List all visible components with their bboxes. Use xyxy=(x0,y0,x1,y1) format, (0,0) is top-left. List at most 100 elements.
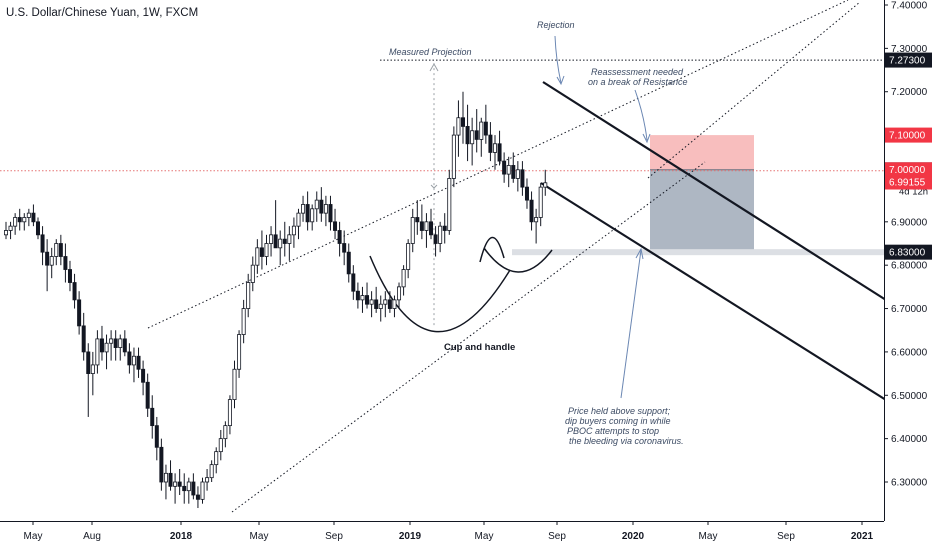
candle-body xyxy=(241,308,246,335)
candle-body xyxy=(287,234,292,244)
axis-corner xyxy=(885,522,932,550)
price-tag-last-close-bg xyxy=(885,174,932,190)
candle-body xyxy=(67,269,72,283)
channel-upper-dotted xyxy=(147,0,849,329)
candle-body xyxy=(419,221,424,231)
candle-body xyxy=(127,351,132,366)
x-tick-label: 2019 xyxy=(399,531,422,542)
candle-body xyxy=(378,303,383,309)
candle-body xyxy=(8,225,13,231)
annotation-support-3: PBOC attempts to stop xyxy=(567,426,659,436)
measured-projection-arrow xyxy=(429,62,439,72)
x-tick-label: May xyxy=(24,531,43,542)
candle-body xyxy=(145,381,150,409)
candle-body xyxy=(200,481,205,500)
price-tag-round: 7.00000 xyxy=(889,165,926,176)
candle-body xyxy=(538,186,543,218)
candle-body xyxy=(524,186,529,201)
annotation-support-4: the bleeding via coronavirus. xyxy=(569,436,684,446)
candle-body xyxy=(406,243,411,270)
price-tag-last-close: 6.99155 xyxy=(889,178,926,189)
candle-body xyxy=(54,243,59,257)
candle-body xyxy=(305,204,310,223)
candle-body xyxy=(424,221,429,231)
price-tag-stop: 7.10000 xyxy=(889,131,926,142)
rejection-arrowhead xyxy=(556,75,565,86)
y-tick-label: 6.90000 xyxy=(891,217,928,228)
candle-body xyxy=(323,204,328,214)
candle-body xyxy=(296,212,301,227)
candle-body xyxy=(31,212,36,223)
candle-body xyxy=(4,230,9,236)
candle-body xyxy=(49,256,54,266)
candle-body xyxy=(488,134,493,153)
candle-body xyxy=(365,295,370,305)
candle-body xyxy=(397,286,402,301)
candle-body xyxy=(191,481,196,496)
candle-body xyxy=(301,204,306,214)
candle-body xyxy=(214,451,219,466)
candle-body xyxy=(492,143,497,153)
x-tick-label: 2021 xyxy=(851,531,874,542)
candle-body xyxy=(529,199,534,223)
candle-body xyxy=(282,238,287,244)
candle-body xyxy=(319,199,324,214)
candle-body xyxy=(520,169,525,188)
y-tick-label: 7.20000 xyxy=(891,87,928,98)
x-tick-label: May xyxy=(475,531,494,542)
candle-body xyxy=(415,217,420,223)
candle-body xyxy=(383,299,388,305)
price-tag-support: 6.83000 xyxy=(889,248,926,259)
x-tick-label: Sep xyxy=(777,531,795,542)
candle-body xyxy=(429,221,434,236)
candle-body xyxy=(113,338,118,348)
candle-body xyxy=(460,117,465,127)
y-tick-label: 6.60000 xyxy=(891,347,928,358)
candle-body xyxy=(159,446,164,483)
annotation-measured-projection: Measured Projection xyxy=(389,47,472,57)
price-tag-round-bg xyxy=(885,162,932,177)
candle-body xyxy=(81,325,86,353)
candle-body xyxy=(168,472,173,487)
candle-body xyxy=(95,338,100,366)
candle-body xyxy=(26,212,31,218)
x-tick-label: May xyxy=(699,531,718,542)
candle-body xyxy=(186,481,191,492)
handle-curve xyxy=(483,247,553,273)
x-tick-label: May xyxy=(250,531,269,542)
annotation-support-2: dip buyers coming in while xyxy=(565,416,671,426)
candle-body xyxy=(387,299,392,309)
candle-body xyxy=(40,234,45,253)
candle-body xyxy=(173,481,178,487)
candle-body xyxy=(470,130,475,145)
candle-body xyxy=(246,282,251,309)
candle-body xyxy=(269,234,274,244)
candle-body xyxy=(497,143,502,162)
candle-body xyxy=(13,217,18,227)
annotation-support-1: Price held above support; xyxy=(568,406,671,416)
y-tick-label: 6.40000 xyxy=(891,434,928,445)
rejection-arrow xyxy=(554,35,562,84)
candle-body xyxy=(205,477,210,483)
candle-body xyxy=(227,399,232,427)
candle-body xyxy=(342,243,347,253)
candle-body xyxy=(250,264,255,283)
candle-body xyxy=(483,121,488,136)
candle-body xyxy=(346,251,351,275)
candle-body xyxy=(474,130,479,140)
y-tick-label: 6.80000 xyxy=(891,261,928,272)
candle-body xyxy=(223,425,228,440)
candle-body xyxy=(374,299,379,309)
candle-body xyxy=(511,165,516,179)
y-tick-label: 6.70000 xyxy=(891,304,928,315)
cup-right-lip xyxy=(479,236,505,263)
candle-body xyxy=(232,368,237,401)
candle-body xyxy=(259,247,264,257)
support-arrow xyxy=(620,249,642,399)
annotation-reassessment-2: on a break of Resistance xyxy=(588,77,688,87)
time-axis-bg xyxy=(0,521,932,550)
candle-body xyxy=(86,351,91,374)
candle-body xyxy=(109,338,114,344)
